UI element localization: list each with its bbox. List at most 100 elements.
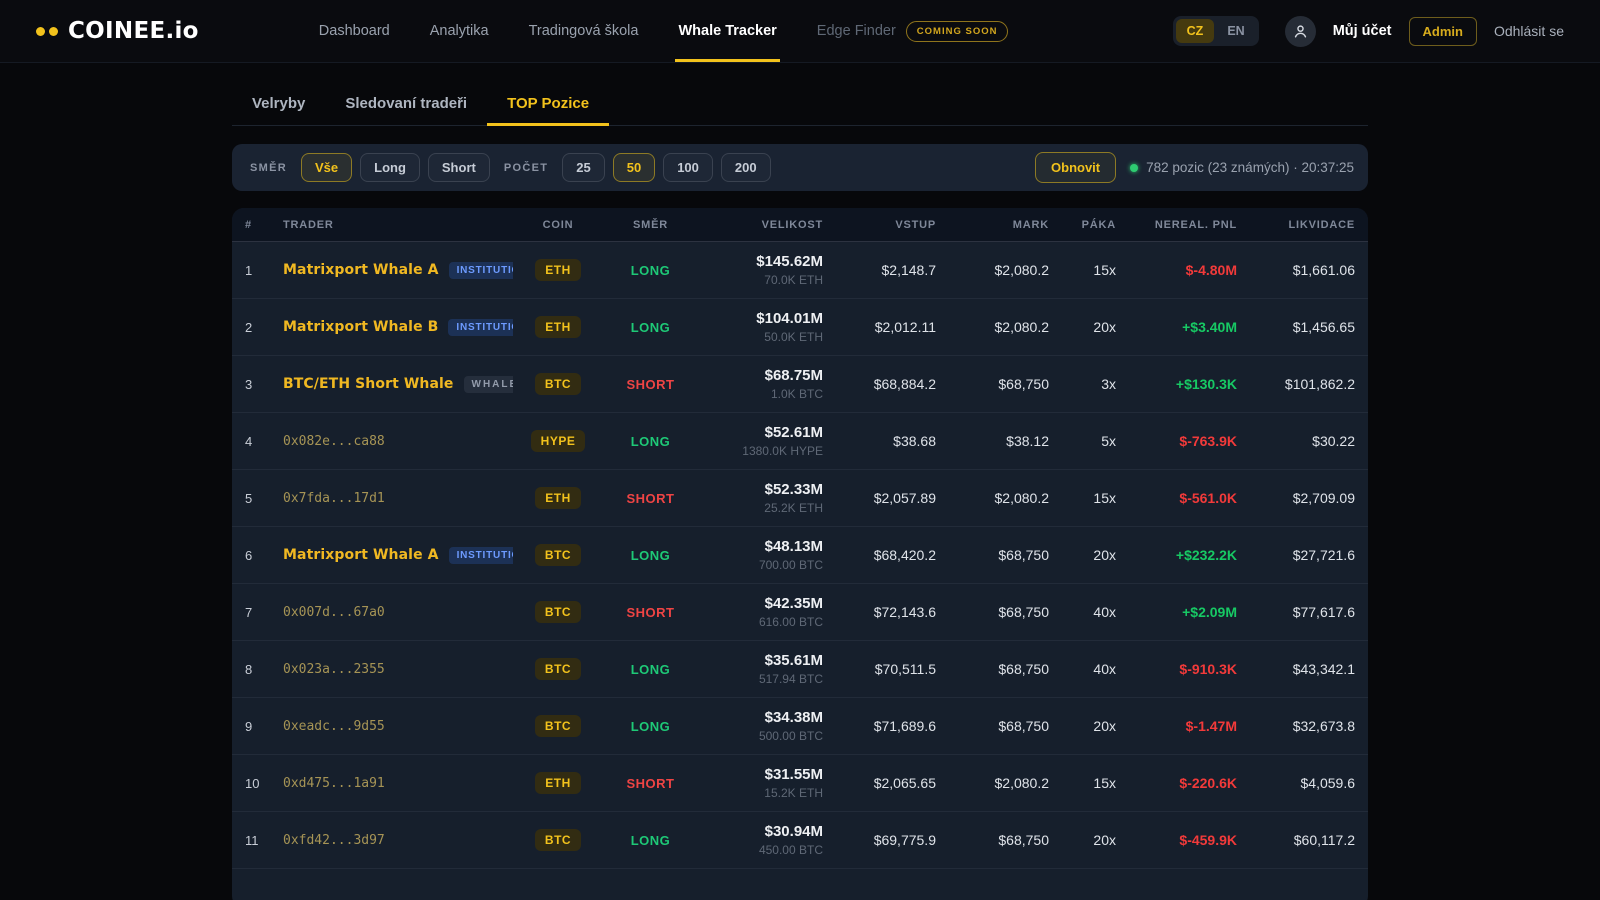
table-row[interactable]: 4 0x082e...ca88 HYPE LONG $52.61M 1380.0K HYP… xyxy=(232,413,1368,470)
side-cell: LONG xyxy=(630,433,671,449)
entry-cell: $69,775.9 xyxy=(873,832,936,848)
pnl-cell: $-459.9K xyxy=(1179,832,1237,848)
side-cell: LONG xyxy=(630,547,671,563)
trader-cell: 0x007d...67a0 xyxy=(283,605,513,620)
nav-item-edge-finder[interactable]: Edge Finder COMING SOON xyxy=(817,0,1009,62)
pnl-cell: +$2.09M xyxy=(1182,604,1237,620)
brand-logo[interactable]: COINEE.io xyxy=(36,18,199,44)
table-row[interactable]: 6 Matrixport Whale A INSTITUTION BTC LONG $48… xyxy=(232,527,1368,584)
trader-name[interactable]: 0x7fda...17d1 xyxy=(283,490,385,506)
trader-type-badge: INSTITUTION xyxy=(448,318,513,336)
size-cell: $104.01M 50.0K ETH xyxy=(698,310,823,344)
coin-badge: ETH xyxy=(535,316,581,338)
trader-name[interactable]: 0x007d...67a0 xyxy=(283,604,385,620)
account-name[interactable]: Můj účet xyxy=(1332,23,1392,39)
tab-velryby[interactable]: Velryby xyxy=(252,95,306,112)
table-row[interactable]: 7 0x007d...67a0 BTC SHORT $42.35M 616.00 BTC $… xyxy=(232,584,1368,641)
tab-top-pozice[interactable]: TOP Pozice xyxy=(487,95,610,126)
count-option-100[interactable]: 100 xyxy=(663,153,713,182)
logout-link[interactable]: Odhlásit se xyxy=(1493,23,1564,39)
main-nav: Dashboard Analytika Tradingová škola Whale … xyxy=(319,0,1009,62)
direction-option-long[interactable]: Long xyxy=(360,153,420,182)
nav-item-whale-tracker[interactable]: Whale Tracker xyxy=(675,0,781,62)
direction-filter-group: Vše Long Short xyxy=(300,153,490,182)
size-cell: $34.38M 500.00 BTC xyxy=(698,709,823,743)
logo-dots-icon xyxy=(36,26,58,36)
nav-item-label: Analytika xyxy=(429,23,489,39)
size-usd: $42.35M xyxy=(764,595,823,612)
count-option-50[interactable]: 50 xyxy=(612,153,656,182)
size-cell: $68.75M 1.0K BTC xyxy=(698,367,823,401)
coin-cell: BTC xyxy=(513,715,603,737)
trader-name[interactable]: Matrixport Whale A xyxy=(283,262,439,278)
table-row[interactable]: 10 0xd475...1a91 ETH SHORT $31.55M 15.2K ETH $… xyxy=(232,755,1368,812)
refresh-button[interactable]: Obnovit xyxy=(1035,152,1117,183)
entry-cell: $71,689.6 xyxy=(873,718,936,734)
coin-badge: BTC xyxy=(534,829,582,851)
mark-cell: $38.12 xyxy=(1006,433,1049,449)
trader-name[interactable]: Matrixport Whale B xyxy=(283,319,439,335)
trader-name[interactable]: 0x023a...2355 xyxy=(283,661,385,677)
trader-type-badge: WHALE xyxy=(463,375,513,393)
trader-name[interactable]: 0xfd42...3d97 xyxy=(283,832,385,848)
trader-name[interactable]: Matrixport Whale A xyxy=(283,547,439,563)
size-usd: $52.33M xyxy=(764,481,823,498)
lang-option-en[interactable]: EN xyxy=(1227,24,1245,38)
table-row[interactable]: 3 BTC/ETH Short Whale WHALE BTC SHORT $68.75M… xyxy=(232,356,1368,413)
mark-cell: $2,080.2 xyxy=(994,262,1050,278)
table-row[interactable]: 1 Matrixport Whale A INSTITUTION ETH LONG $14… xyxy=(232,242,1368,299)
trader-name[interactable]: BTC/ETH Short Whale xyxy=(283,376,454,392)
coming-soon-badge: COMING SOON xyxy=(905,20,1009,42)
table-row[interactable]: 8 0x023a...2355 BTC LONG $35.61M 517.94 BTC $7… xyxy=(232,641,1368,698)
count-option-200[interactable]: 200 xyxy=(720,153,771,182)
leverage-cell: 15x xyxy=(1093,490,1116,506)
entry-cell: $2,012.11 xyxy=(874,319,936,335)
trader-type-badge: INSTITUTION xyxy=(448,261,513,279)
brand-name: COINEE.io xyxy=(68,18,199,44)
positions-table: # TRADER COIN SMĚR VELIKOST VSTUP MARK PÁKA NERE… xyxy=(232,208,1368,900)
rank-cell: 9 xyxy=(245,718,253,734)
admin-button[interactable]: Admin xyxy=(1408,16,1477,46)
size-amount: 70.0K ETH xyxy=(764,273,823,287)
table-row[interactable]: 2 Matrixport Whale B INSTITUTION ETH LONG $10… xyxy=(232,299,1368,356)
size-usd: $35.61M xyxy=(764,652,823,669)
liquidation-cell: $1,661.06 xyxy=(1292,262,1355,278)
nav-item-analytika[interactable]: Analytika xyxy=(430,0,489,62)
language-toggle: CZ EN xyxy=(1172,16,1259,46)
trader-name[interactable]: 0x082e...ca88 xyxy=(283,433,385,449)
liquidation-cell: $4,059.6 xyxy=(1300,775,1356,791)
coin-cell: BTC xyxy=(513,829,603,851)
entry-cell: $70,511.5 xyxy=(874,661,936,677)
trader-name[interactable]: 0xeadc...9d55 xyxy=(283,718,385,734)
account-area: Můj účet Admin Odhlásit se xyxy=(1284,15,1564,47)
count-filter-label: POČET xyxy=(503,161,549,174)
table-row[interactable]: 11 0xfd42...3d97 BTC LONG $30.94M 450.00 BTC $… xyxy=(232,812,1368,869)
size-cell: $145.62M 70.0K ETH xyxy=(698,253,823,287)
leverage-cell: 20x xyxy=(1093,547,1116,563)
rank-cell: 5 xyxy=(245,490,253,506)
tab-sledovan-trade-i[interactable]: Sledovaní tradeři xyxy=(345,95,468,112)
trader-cell: 0x023a...2355 xyxy=(283,662,513,677)
coin-cell: ETH xyxy=(513,259,603,281)
user-avatar-icon[interactable] xyxy=(1284,15,1316,47)
liquidation-cell: $1,456.65 xyxy=(1292,319,1355,335)
direction-option-short[interactable]: Short xyxy=(427,153,490,182)
size-amount: 50.0K ETH xyxy=(764,330,823,344)
size-cell: $42.35M 616.00 BTC xyxy=(698,595,823,629)
trader-cell: 0x7fda...17d1 xyxy=(283,491,513,506)
trader-name[interactable]: 0xd475...1a91 xyxy=(283,775,385,791)
size-amount: 15.2K ETH xyxy=(764,786,823,800)
count-option-25[interactable]: 25 xyxy=(562,153,605,182)
pnl-cell: $-220.6K xyxy=(1179,775,1237,791)
lang-option-cz[interactable]: CZ xyxy=(1175,19,1215,43)
nav-item-tradingov-kola[interactable]: Tradingová škola xyxy=(529,0,639,62)
pnl-cell: +$3.40M xyxy=(1182,319,1237,335)
leverage-cell: 20x xyxy=(1093,319,1116,335)
table-row[interactable]: 5 0x7fda...17d1 ETH SHORT $52.33M 25.2K ETH $2… xyxy=(232,470,1368,527)
table-row[interactable]: 9 0xeadc...9d55 BTC LONG $34.38M 500.00 BTC $7… xyxy=(232,698,1368,755)
rank-cell: 4 xyxy=(245,433,253,449)
nav-item-dashboard[interactable]: Dashboard xyxy=(319,0,390,62)
direction-option-v-e[interactable]: Vše xyxy=(300,153,353,182)
side-cell: LONG xyxy=(630,319,671,335)
coin-badge: HYPE xyxy=(530,430,586,452)
